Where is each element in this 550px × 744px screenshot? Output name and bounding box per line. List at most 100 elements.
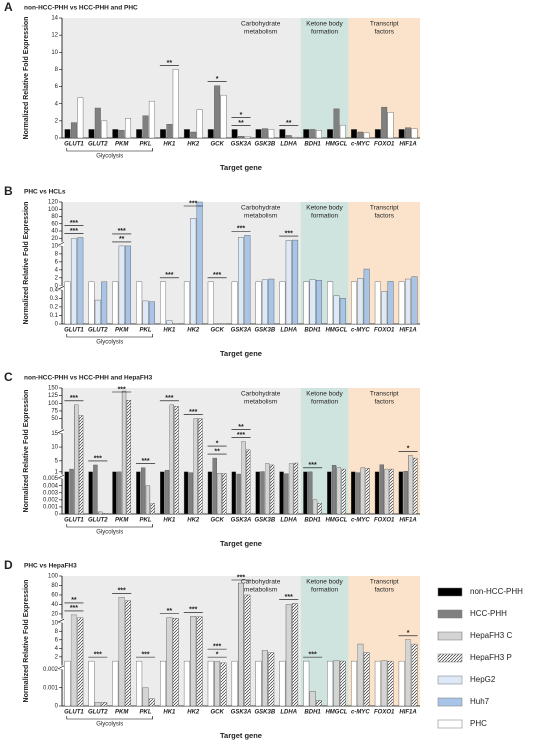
x-tick-label: LDHA <box>280 710 297 716</box>
x-tick-label: HK1 <box>163 142 176 148</box>
y-tick-label: 2 <box>55 275 59 281</box>
bar <box>94 702 101 707</box>
bar <box>279 471 284 515</box>
y-tick-label: 50 <box>51 416 58 422</box>
x-tick-label: c-MYC <box>351 142 370 148</box>
bar <box>183 129 190 139</box>
region-label: formation <box>311 587 338 594</box>
bar <box>220 662 227 707</box>
x-tick-label: FOXO1 <box>374 142 395 148</box>
y-tick-label: 80 <box>51 583 58 589</box>
bar <box>381 660 388 707</box>
bar <box>150 503 155 515</box>
x-tick-label: GLUT1 <box>64 142 84 148</box>
x-tick-label: PKL <box>140 142 152 148</box>
legend-label: HepG2 <box>470 675 496 684</box>
bar <box>333 295 340 325</box>
y-tick-label: 4 <box>55 101 59 107</box>
bar <box>217 473 222 515</box>
y-tick-label: 6 <box>55 84 59 90</box>
bar <box>292 136 299 139</box>
bar <box>268 129 275 139</box>
bar <box>339 298 346 325</box>
sig-label: *** <box>189 409 197 416</box>
y-tick-label: 4 <box>55 267 59 273</box>
bar <box>78 415 84 515</box>
bar <box>374 471 380 515</box>
x-tick-label: GLUT1 <box>64 710 84 716</box>
bar <box>112 471 117 515</box>
x-tick-label: GLUT1 <box>64 518 84 524</box>
bar <box>374 660 381 707</box>
legend-label: HCC-PHH <box>470 609 507 618</box>
bar <box>118 597 125 707</box>
y-tick-label: 10 <box>51 243 58 249</box>
sig-label: ** <box>214 448 220 455</box>
region-label: Carbohydrate <box>241 579 281 586</box>
legend-label: Huh7 <box>470 697 490 706</box>
bar <box>268 278 275 325</box>
y-tick-label: 20 <box>51 612 58 618</box>
region-label: Transcript <box>370 205 399 212</box>
bar <box>365 468 370 515</box>
region-label: Carbohydrate <box>241 391 281 398</box>
bar <box>112 660 119 707</box>
sig-label: *** <box>213 272 221 279</box>
bar <box>244 594 251 707</box>
x-tick-label: GCK <box>210 518 224 524</box>
sig-label: * <box>216 440 219 447</box>
bar <box>148 100 155 139</box>
y-axis-title: Normalized Relative Fold Expression <box>23 17 30 140</box>
bar <box>255 660 262 707</box>
bar <box>220 94 227 139</box>
bracket-label: Glycolysis <box>96 340 123 346</box>
bar <box>261 650 268 707</box>
y-tick-label: 8 <box>55 67 59 73</box>
region-label: Carbohydrate <box>241 205 281 212</box>
bar <box>193 418 198 515</box>
legend-swatch <box>437 631 463 641</box>
sig-label: *** <box>237 574 245 581</box>
bar <box>212 457 217 515</box>
y-tick-label: 6 <box>55 259 59 265</box>
x-tick-label: PKL <box>140 518 152 524</box>
x-tick-label: HMGCL <box>325 710 347 716</box>
x-axis-title: Target gene <box>220 163 262 172</box>
bar <box>339 660 346 707</box>
bar <box>231 129 238 139</box>
region-label: Ketone body <box>306 21 343 28</box>
panel-title: PHC vs HCLs <box>24 189 66 196</box>
y-tick-label: 0.001 <box>43 685 59 691</box>
y-tick-label: 2 <box>55 654 59 660</box>
bracket-label: Glycolysis <box>96 154 123 160</box>
x-tick-label: BDH1 <box>304 710 321 716</box>
y-tick-label: 80 <box>51 214 58 220</box>
bar <box>190 616 197 707</box>
bar <box>117 471 122 515</box>
y-tick-label: 75 <box>51 409 58 415</box>
bar <box>183 471 189 515</box>
axis-break-line <box>57 665 65 670</box>
y-tick-label: 6 <box>55 637 59 643</box>
bar <box>408 455 413 515</box>
bar <box>88 129 95 139</box>
bar <box>166 320 173 325</box>
sig-label: *** <box>165 395 173 402</box>
sig-label: * <box>240 112 243 119</box>
x-tick-label: FOXO1 <box>374 710 395 716</box>
bar <box>101 281 108 325</box>
bar <box>261 128 268 139</box>
y-tick-label: 0 <box>55 136 59 142</box>
glycolysis-bracket <box>66 524 153 528</box>
sig-label: * <box>216 651 219 658</box>
y-tick-label: 40 <box>51 602 58 608</box>
bar <box>309 279 316 325</box>
y-tick-label: 0.002 <box>43 667 59 673</box>
region-label: Transcript <box>370 579 399 586</box>
y-tick-label: 0 <box>55 283 59 289</box>
bar <box>77 617 84 707</box>
y-tick-label: 0 <box>55 704 59 710</box>
bar <box>136 471 141 515</box>
x-tick-label: HMGCL <box>325 328 347 334</box>
bar <box>303 281 310 325</box>
